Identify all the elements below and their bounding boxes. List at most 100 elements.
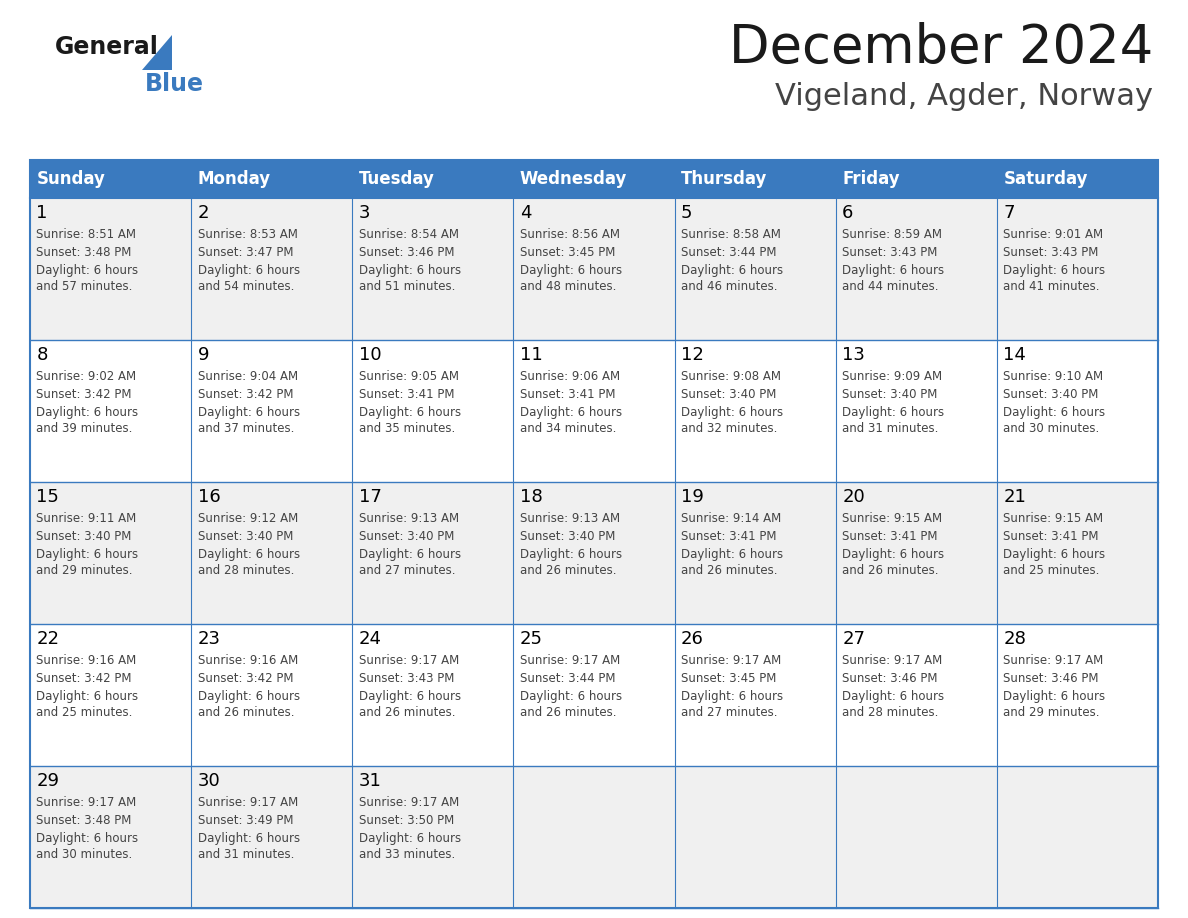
Text: Daylight: 6 hours: Daylight: 6 hours xyxy=(197,548,299,561)
Text: 14: 14 xyxy=(1004,346,1026,364)
Text: Sunrise: 9:05 AM: Sunrise: 9:05 AM xyxy=(359,370,459,383)
Text: 13: 13 xyxy=(842,346,865,364)
Text: 31: 31 xyxy=(359,772,381,790)
Bar xyxy=(30,766,1158,908)
Text: Sunrise: 9:13 AM: Sunrise: 9:13 AM xyxy=(359,512,459,525)
Text: and 41 minutes.: and 41 minutes. xyxy=(1004,280,1100,293)
Text: 3: 3 xyxy=(359,204,371,222)
Text: Sunset: 3:48 PM: Sunset: 3:48 PM xyxy=(37,814,132,827)
Text: Daylight: 6 hours: Daylight: 6 hours xyxy=(1004,690,1105,703)
Text: Sunset: 3:40 PM: Sunset: 3:40 PM xyxy=(681,388,777,401)
Text: Sunset: 3:45 PM: Sunset: 3:45 PM xyxy=(681,672,777,685)
Text: 4: 4 xyxy=(520,204,531,222)
Text: Daylight: 6 hours: Daylight: 6 hours xyxy=(359,690,461,703)
Text: and 37 minutes.: and 37 minutes. xyxy=(197,422,293,435)
Text: and 48 minutes.: and 48 minutes. xyxy=(520,280,617,293)
Text: Daylight: 6 hours: Daylight: 6 hours xyxy=(520,406,623,419)
Text: and 27 minutes.: and 27 minutes. xyxy=(359,564,455,577)
Text: Sunset: 3:47 PM: Sunset: 3:47 PM xyxy=(197,246,293,259)
Text: and 25 minutes.: and 25 minutes. xyxy=(1004,564,1100,577)
Text: Sunrise: 8:53 AM: Sunrise: 8:53 AM xyxy=(197,228,297,241)
Text: Sunrise: 8:51 AM: Sunrise: 8:51 AM xyxy=(37,228,137,241)
Text: Daylight: 6 hours: Daylight: 6 hours xyxy=(197,832,299,845)
Text: and 54 minutes.: and 54 minutes. xyxy=(197,280,293,293)
Text: Sunrise: 8:56 AM: Sunrise: 8:56 AM xyxy=(520,228,620,241)
Text: Daylight: 6 hours: Daylight: 6 hours xyxy=(842,406,944,419)
Text: and 44 minutes.: and 44 minutes. xyxy=(842,280,939,293)
Text: 11: 11 xyxy=(520,346,543,364)
Text: Sunrise: 9:16 AM: Sunrise: 9:16 AM xyxy=(37,654,137,667)
Text: Daylight: 6 hours: Daylight: 6 hours xyxy=(197,690,299,703)
Text: 5: 5 xyxy=(681,204,693,222)
Text: Daylight: 6 hours: Daylight: 6 hours xyxy=(681,548,783,561)
Bar xyxy=(30,160,1158,198)
Text: Sunrise: 9:08 AM: Sunrise: 9:08 AM xyxy=(681,370,781,383)
Text: Sunrise: 9:13 AM: Sunrise: 9:13 AM xyxy=(520,512,620,525)
Text: Sunrise: 8:59 AM: Sunrise: 8:59 AM xyxy=(842,228,942,241)
Text: and 25 minutes.: and 25 minutes. xyxy=(37,706,133,719)
Text: and 32 minutes.: and 32 minutes. xyxy=(681,422,777,435)
Text: Tuesday: Tuesday xyxy=(359,170,435,188)
Text: Sunrise: 9:14 AM: Sunrise: 9:14 AM xyxy=(681,512,782,525)
Text: Daylight: 6 hours: Daylight: 6 hours xyxy=(1004,406,1105,419)
Text: Daylight: 6 hours: Daylight: 6 hours xyxy=(681,264,783,277)
Text: Sunset: 3:41 PM: Sunset: 3:41 PM xyxy=(1004,530,1099,543)
Text: Sunset: 3:44 PM: Sunset: 3:44 PM xyxy=(520,672,615,685)
Text: Sunrise: 8:58 AM: Sunrise: 8:58 AM xyxy=(681,228,781,241)
Text: and 26 minutes.: and 26 minutes. xyxy=(359,706,455,719)
Text: Sunset: 3:40 PM: Sunset: 3:40 PM xyxy=(1004,388,1099,401)
Text: 27: 27 xyxy=(842,630,865,648)
Text: Sunset: 3:42 PM: Sunset: 3:42 PM xyxy=(37,388,132,401)
Text: Sunrise: 9:06 AM: Sunrise: 9:06 AM xyxy=(520,370,620,383)
Text: Sunrise: 9:17 AM: Sunrise: 9:17 AM xyxy=(359,796,459,809)
Text: Sunrise: 9:04 AM: Sunrise: 9:04 AM xyxy=(197,370,298,383)
Text: Sunset: 3:40 PM: Sunset: 3:40 PM xyxy=(197,530,293,543)
Text: Monday: Monday xyxy=(197,170,271,188)
Text: Sunrise: 9:17 AM: Sunrise: 9:17 AM xyxy=(520,654,620,667)
Text: Sunset: 3:43 PM: Sunset: 3:43 PM xyxy=(1004,246,1099,259)
Text: Daylight: 6 hours: Daylight: 6 hours xyxy=(37,264,139,277)
Text: Sunset: 3:41 PM: Sunset: 3:41 PM xyxy=(359,388,454,401)
Text: Sunrise: 9:17 AM: Sunrise: 9:17 AM xyxy=(842,654,942,667)
Text: 12: 12 xyxy=(681,346,704,364)
Text: 24: 24 xyxy=(359,630,381,648)
Text: 6: 6 xyxy=(842,204,853,222)
Text: Sunrise: 8:54 AM: Sunrise: 8:54 AM xyxy=(359,228,459,241)
Text: and 29 minutes.: and 29 minutes. xyxy=(37,564,133,577)
Text: Sunset: 3:49 PM: Sunset: 3:49 PM xyxy=(197,814,293,827)
Text: Sunset: 3:40 PM: Sunset: 3:40 PM xyxy=(520,530,615,543)
Text: and 27 minutes.: and 27 minutes. xyxy=(681,706,777,719)
Text: and 35 minutes.: and 35 minutes. xyxy=(359,422,455,435)
Text: Daylight: 6 hours: Daylight: 6 hours xyxy=(842,690,944,703)
Text: and 26 minutes.: and 26 minutes. xyxy=(681,564,777,577)
Text: Sunset: 3:40 PM: Sunset: 3:40 PM xyxy=(37,530,132,543)
Text: Sunset: 3:42 PM: Sunset: 3:42 PM xyxy=(197,388,293,401)
Text: and 31 minutes.: and 31 minutes. xyxy=(197,848,293,861)
Text: and 33 minutes.: and 33 minutes. xyxy=(359,848,455,861)
Text: Daylight: 6 hours: Daylight: 6 hours xyxy=(681,406,783,419)
Text: Sunset: 3:42 PM: Sunset: 3:42 PM xyxy=(37,672,132,685)
Bar xyxy=(30,624,1158,766)
Text: Daylight: 6 hours: Daylight: 6 hours xyxy=(842,548,944,561)
Text: 10: 10 xyxy=(359,346,381,364)
Text: Sunrise: 9:17 AM: Sunrise: 9:17 AM xyxy=(1004,654,1104,667)
Text: Sunset: 3:46 PM: Sunset: 3:46 PM xyxy=(359,246,454,259)
Text: Daylight: 6 hours: Daylight: 6 hours xyxy=(359,406,461,419)
Text: Daylight: 6 hours: Daylight: 6 hours xyxy=(197,406,299,419)
Text: and 31 minutes.: and 31 minutes. xyxy=(842,422,939,435)
Text: General: General xyxy=(55,35,159,59)
Text: Wednesday: Wednesday xyxy=(520,170,627,188)
Text: Daylight: 6 hours: Daylight: 6 hours xyxy=(842,264,944,277)
Text: Daylight: 6 hours: Daylight: 6 hours xyxy=(520,548,623,561)
Text: Vigeland, Agder, Norway: Vigeland, Agder, Norway xyxy=(775,82,1154,111)
Text: Daylight: 6 hours: Daylight: 6 hours xyxy=(37,832,139,845)
Text: Sunset: 3:42 PM: Sunset: 3:42 PM xyxy=(197,672,293,685)
Text: Sunrise: 9:17 AM: Sunrise: 9:17 AM xyxy=(197,796,298,809)
Text: and 39 minutes.: and 39 minutes. xyxy=(37,422,133,435)
Text: Sunday: Sunday xyxy=(37,170,106,188)
Text: December 2024: December 2024 xyxy=(728,22,1154,74)
Text: Sunset: 3:41 PM: Sunset: 3:41 PM xyxy=(681,530,777,543)
Text: 17: 17 xyxy=(359,488,381,506)
Text: Thursday: Thursday xyxy=(681,170,767,188)
Text: 30: 30 xyxy=(197,772,220,790)
